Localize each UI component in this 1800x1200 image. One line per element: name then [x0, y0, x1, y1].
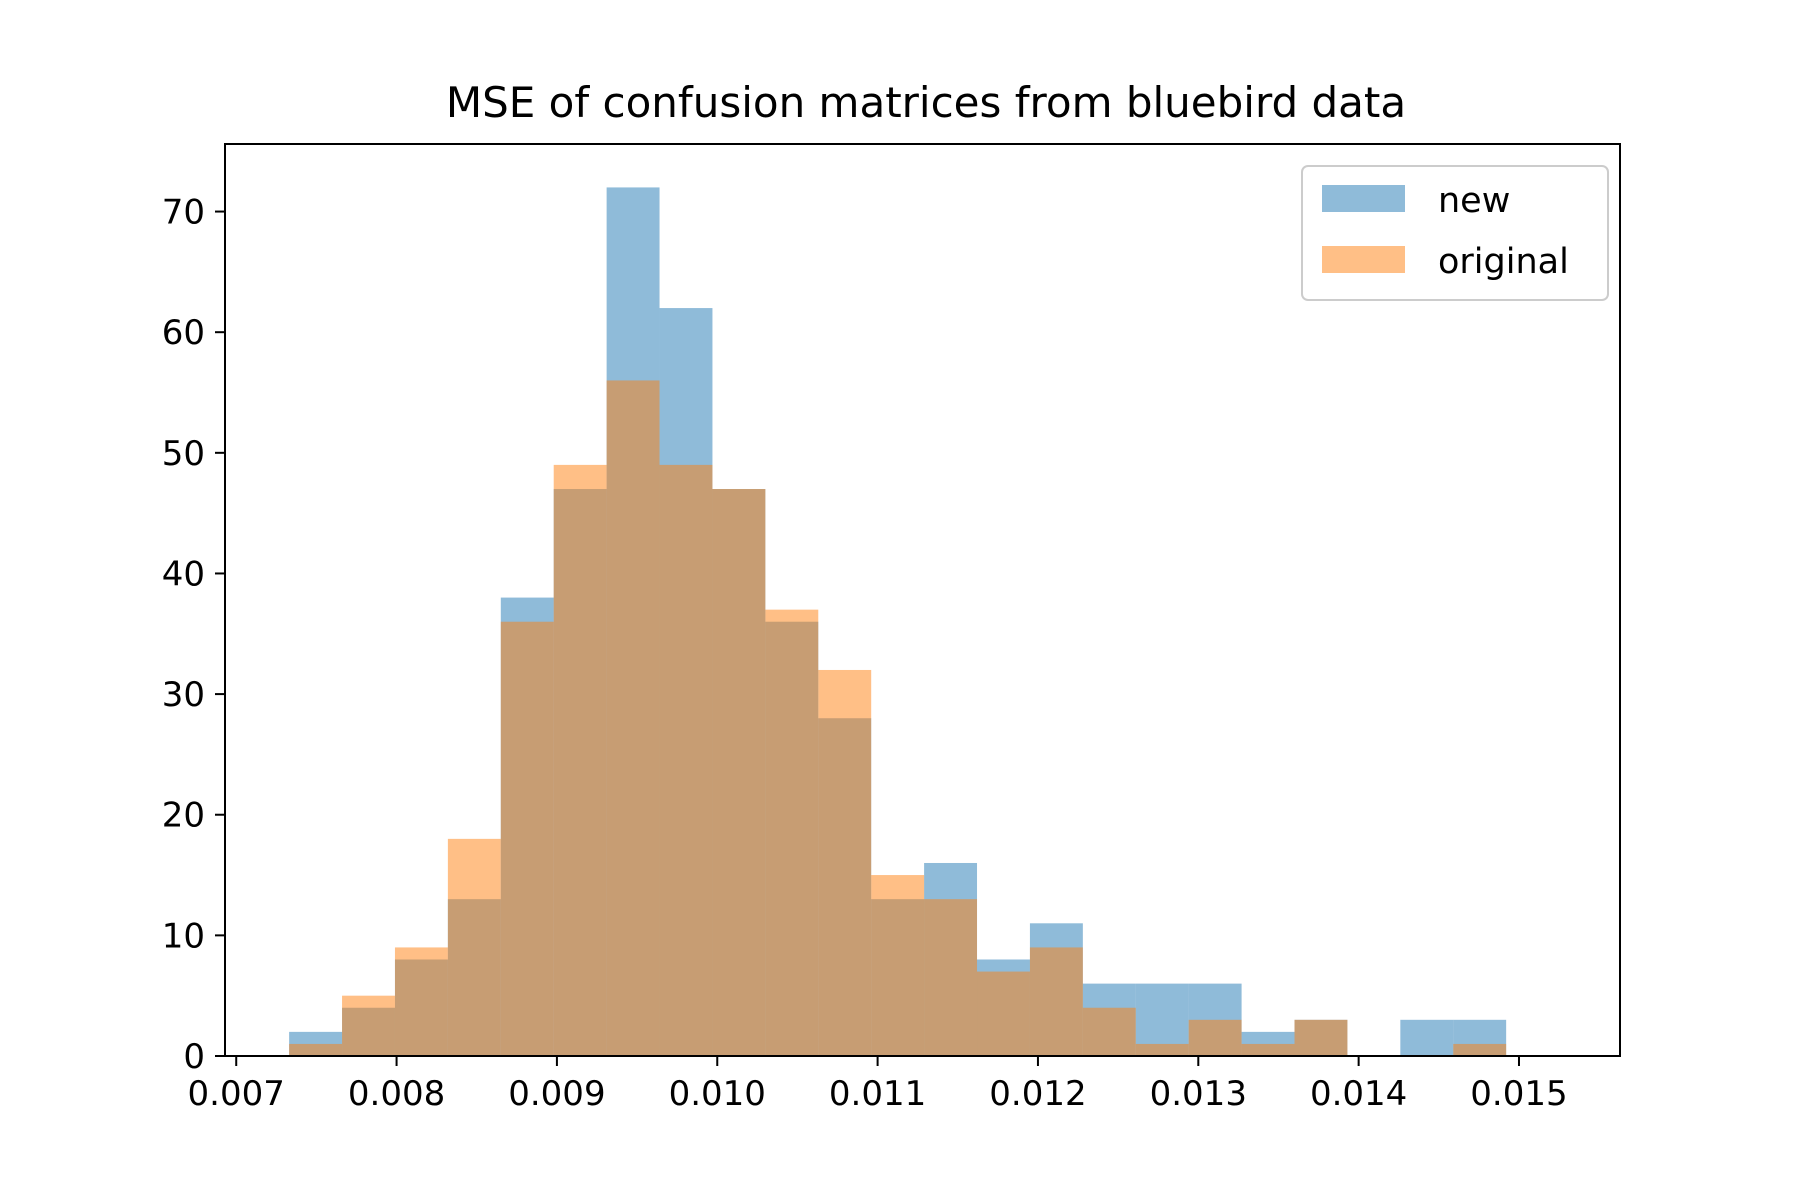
- histogram-bar-original-5: [553, 464, 607, 1056]
- legend-label-new: new: [1438, 181, 1510, 221]
- histogram-bar-original-0: [289, 1043, 343, 1056]
- y-tick-label: 20: [162, 796, 205, 836]
- x-tick-label: 0.007: [188, 1074, 285, 1114]
- y-tick-label: 70: [162, 193, 205, 233]
- y-tick-label: 10: [162, 916, 205, 956]
- histogram-bar-original-9: [765, 609, 819, 1056]
- y-axis: 0 10 20 30 40 50 60 70: [162, 193, 225, 1077]
- legend-swatch-new: [1322, 185, 1405, 212]
- histogram-bar-original-14: [1029, 947, 1083, 1056]
- x-tick-label: 0.010: [669, 1074, 766, 1114]
- x-tick-label: 0.012: [989, 1074, 1086, 1114]
- histogram-bar-original-3: [447, 838, 501, 1056]
- y-tick-label: 60: [162, 313, 205, 353]
- x-tick-label: 0.013: [1150, 1074, 1247, 1114]
- histogram-bar-original-15: [1082, 1007, 1136, 1056]
- legend-swatch-original: [1322, 246, 1405, 273]
- histogram-bar-original-7: [659, 464, 713, 1056]
- chart-title: MSE of confusion matrices from bluebird …: [446, 78, 1406, 127]
- y-tick-label: 30: [162, 675, 205, 715]
- histogram-bar-original-19: [1294, 1019, 1348, 1056]
- y-tick-label: 0: [183, 1037, 205, 1077]
- histogram-bar-original-10: [818, 669, 872, 1056]
- x-tick-label: 0.008: [348, 1074, 445, 1114]
- histogram-bar-original-16: [1135, 1043, 1189, 1056]
- x-tick-label: 0.015: [1470, 1074, 1567, 1114]
- legend: new original: [1301, 165, 1609, 301]
- plot-frame: [224, 143, 1621, 1057]
- histogram-bar-original-13: [977, 971, 1030, 1056]
- legend-label-original: original: [1438, 242, 1569, 282]
- histogram-bar-original-4: [500, 621, 554, 1056]
- bars-layer: [289, 187, 1507, 1057]
- histogram-bar-original-11: [871, 875, 925, 1056]
- y-tick-label: 40: [162, 554, 205, 594]
- x-tick-label: 0.014: [1310, 1074, 1407, 1114]
- histogram-bar-original-17: [1188, 1019, 1242, 1056]
- x-tick-label: 0.009: [508, 1074, 605, 1114]
- x-tick-label: 0.011: [829, 1074, 926, 1114]
- histogram-bar-new-21: [1400, 1019, 1454, 1056]
- y-tick-label: 50: [162, 434, 205, 474]
- histogram-bar-original-12: [924, 899, 978, 1056]
- x-axis: 0.007 0.008 0.009 0.010 0.011 0.012 0.013 0.014…: [188, 1056, 1568, 1114]
- histogram-bar-original-1: [342, 995, 395, 1056]
- histogram-bar-original-2: [394, 947, 448, 1056]
- histogram-bar-original-22: [1453, 1043, 1507, 1056]
- histogram-bar-original-8: [712, 489, 766, 1056]
- histogram-bar-original-6: [606, 380, 660, 1056]
- histogram-bar-original-18: [1241, 1043, 1295, 1056]
